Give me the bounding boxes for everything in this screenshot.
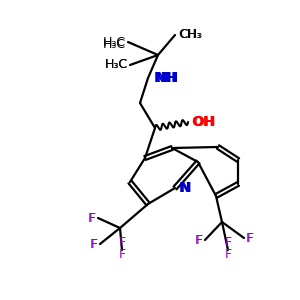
Text: H₃C: H₃C bbox=[105, 58, 128, 71]
Text: H₃C: H₃C bbox=[103, 38, 126, 50]
Text: F: F bbox=[195, 233, 202, 247]
Text: F: F bbox=[224, 236, 232, 249]
Text: F: F bbox=[118, 248, 126, 261]
Text: F: F bbox=[247, 232, 254, 244]
Text: H₃C: H₃C bbox=[105, 58, 128, 71]
Text: F: F bbox=[224, 248, 232, 261]
Text: CH₃: CH₃ bbox=[179, 28, 202, 41]
Text: NH: NH bbox=[156, 71, 179, 85]
Text: NH: NH bbox=[154, 71, 177, 85]
Text: F: F bbox=[246, 232, 253, 244]
Text: CH₃: CH₃ bbox=[178, 28, 201, 41]
Text: F: F bbox=[118, 236, 126, 249]
Text: F: F bbox=[90, 238, 97, 250]
Text: F: F bbox=[88, 212, 95, 224]
Text: OH: OH bbox=[191, 115, 214, 129]
Text: OH: OH bbox=[192, 115, 215, 129]
Text: F: F bbox=[89, 212, 96, 224]
Text: N: N bbox=[180, 181, 192, 195]
Text: H₃C: H₃C bbox=[103, 35, 126, 49]
Text: F: F bbox=[91, 238, 98, 250]
Text: N: N bbox=[179, 181, 190, 195]
Text: F: F bbox=[196, 233, 203, 247]
